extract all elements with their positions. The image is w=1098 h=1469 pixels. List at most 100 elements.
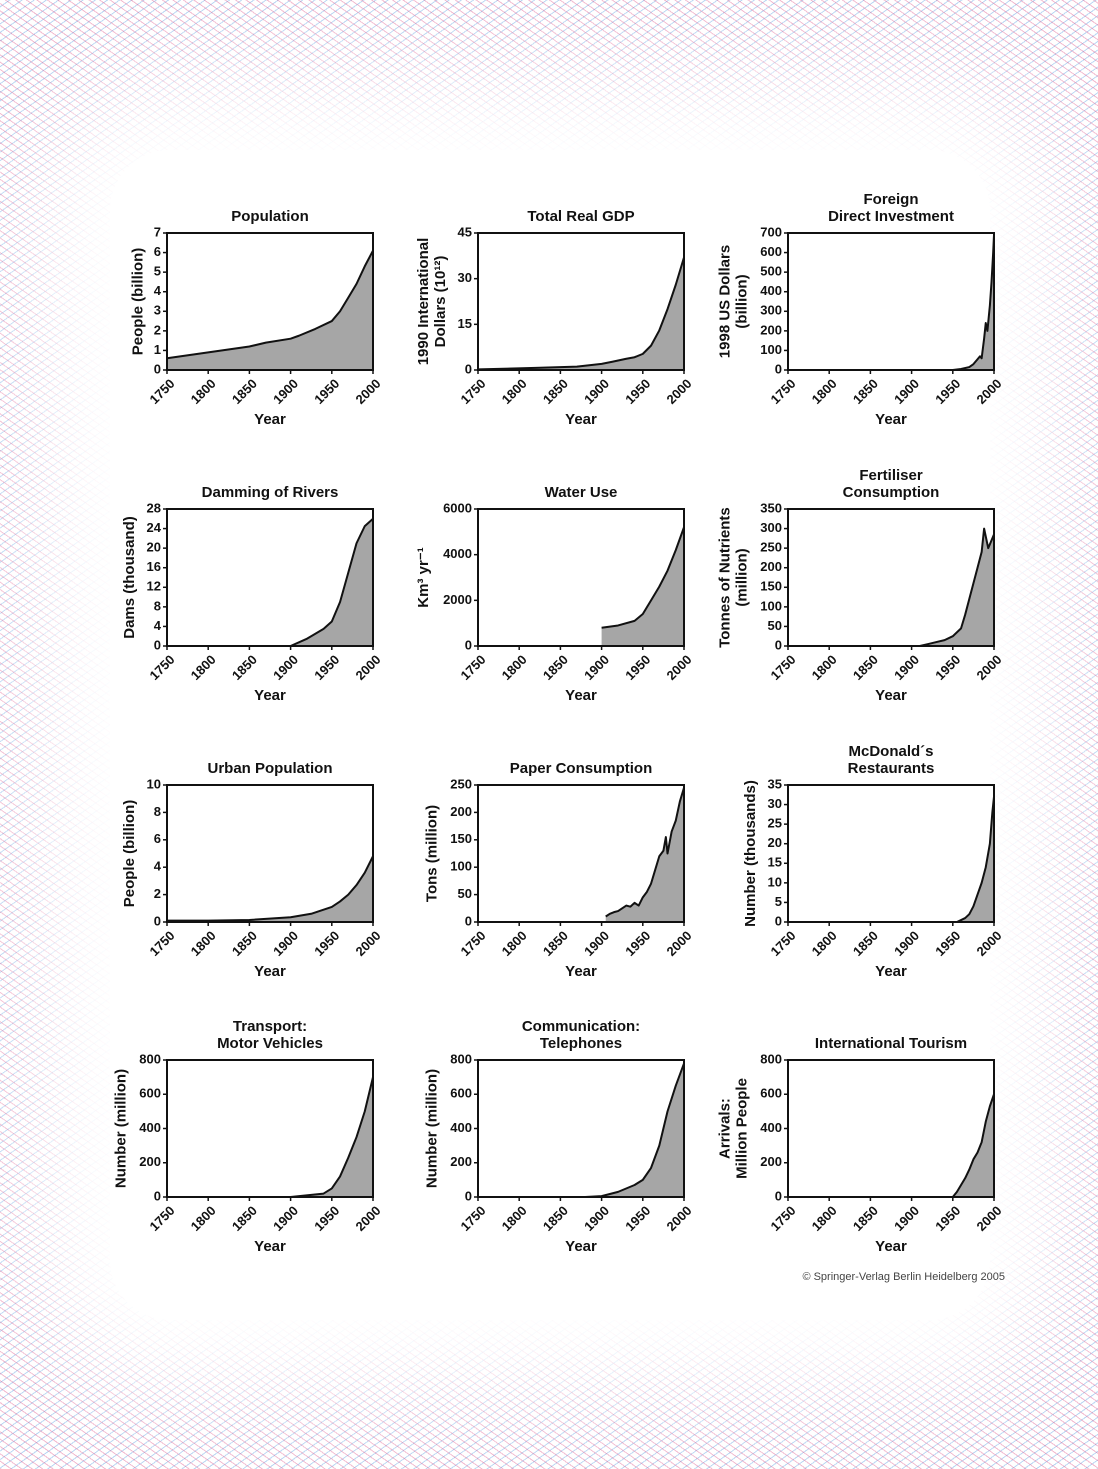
x-tick-label: 1950 xyxy=(622,652,653,683)
x-tick-label: 1800 xyxy=(499,652,530,683)
y-tick-label: 250 xyxy=(450,776,472,791)
x-tick-label: 1800 xyxy=(188,652,219,683)
x-tick-label: 1950 xyxy=(311,1203,342,1234)
y-tick-label: 4 xyxy=(154,859,162,874)
x-tick-label: 1850 xyxy=(229,1203,260,1234)
page: © Springer-Verlag Berlin Heidelberg 2005… xyxy=(0,0,1098,1469)
x-axis-label: Year xyxy=(875,687,907,704)
y-tick-label: 0 xyxy=(775,913,782,928)
y-tick-label: 200 xyxy=(760,559,782,574)
x-tick-label: 2000 xyxy=(663,652,694,683)
y-axis-label: 1990 International xyxy=(415,238,432,366)
y-tick-label: 200 xyxy=(760,322,782,337)
y-tick-label: 0 xyxy=(465,361,472,376)
x-tick-label: 1900 xyxy=(581,1203,612,1234)
y-tick-label: 6 xyxy=(154,244,161,259)
x-tick-label: 1900 xyxy=(891,1203,922,1234)
chart-title: Telephones xyxy=(540,1035,622,1052)
x-tick-label: 1850 xyxy=(540,1203,571,1234)
y-axis-label: Number (thousands) xyxy=(742,780,759,927)
y-tick-label: 350 xyxy=(760,500,782,515)
y-tick-label: 300 xyxy=(760,520,782,535)
x-tick-label: 1850 xyxy=(850,652,881,683)
y-tick-label: 20 xyxy=(768,835,782,850)
y-tick-label: 100 xyxy=(760,598,782,613)
x-tick-label: 1800 xyxy=(188,1203,219,1234)
x-tick-label: 1900 xyxy=(891,376,922,407)
x-tick-label: 1750 xyxy=(767,652,798,683)
x-axis-label: Year xyxy=(254,687,286,704)
y-tick-label: 35 xyxy=(768,776,782,791)
x-tick-label: 1750 xyxy=(146,928,177,959)
y-tick-label: 6 xyxy=(154,831,161,846)
x-tick-label: 1900 xyxy=(270,928,301,959)
y-tick-label: 800 xyxy=(450,1051,472,1066)
x-tick-label: 1750 xyxy=(767,928,798,959)
chart-title: Motor Vehicles xyxy=(217,1035,323,1052)
x-tick-label: 1750 xyxy=(457,928,488,959)
x-tick-label: 1800 xyxy=(809,928,840,959)
chart-title: Damming of Rivers xyxy=(202,484,339,501)
y-tick-label: 2000 xyxy=(443,592,472,607)
y-tick-label: 4000 xyxy=(443,546,472,561)
y-tick-label: 600 xyxy=(760,1086,782,1101)
x-tick-label: 2000 xyxy=(973,652,1004,683)
x-tick-label: 1950 xyxy=(932,376,963,407)
y-tick-label: 2 xyxy=(154,886,161,901)
x-tick-label: 1950 xyxy=(311,652,342,683)
x-axis-label: Year xyxy=(565,963,597,980)
plot-area xyxy=(788,785,994,922)
chart-title: Fertiliser xyxy=(859,467,923,484)
x-tick-label: 1900 xyxy=(581,652,612,683)
x-tick-label: 1750 xyxy=(767,1203,798,1234)
y-tick-label: 30 xyxy=(458,270,472,285)
y-axis-label: (billion) xyxy=(733,274,750,328)
x-axis-label: Year xyxy=(875,963,907,980)
chart-title: Paper Consumption xyxy=(510,760,653,777)
y-tick-label: 4 xyxy=(154,618,162,633)
x-axis-label: Year xyxy=(875,1238,907,1255)
plot-area xyxy=(788,233,994,370)
y-tick-label: 200 xyxy=(450,1154,472,1169)
x-tick-label: 1900 xyxy=(581,928,612,959)
x-tick-label: 1850 xyxy=(850,376,881,407)
x-tick-label: 2000 xyxy=(663,928,694,959)
x-tick-label: 2000 xyxy=(663,1203,694,1234)
x-tick-label: 1800 xyxy=(809,1203,840,1234)
y-tick-label: 0 xyxy=(465,1188,472,1203)
y-tick-label: 150 xyxy=(760,579,782,594)
x-tick-label: 2000 xyxy=(352,928,383,959)
y-tick-label: 1 xyxy=(154,342,161,357)
x-tick-label: 1850 xyxy=(229,928,260,959)
x-tick-label: 1850 xyxy=(850,1203,881,1234)
chart-title: Consumption xyxy=(843,484,940,501)
x-tick-label: 1850 xyxy=(850,928,881,959)
y-tick-label: 0 xyxy=(775,637,782,652)
chart-title: Foreign xyxy=(864,191,919,208)
x-tick-label: 1950 xyxy=(932,928,963,959)
x-axis-label: Year xyxy=(254,411,286,428)
x-axis-label: Year xyxy=(565,411,597,428)
y-tick-label: 4 xyxy=(154,283,162,298)
y-axis-label: Tonnes of Nutrients xyxy=(716,507,733,648)
x-tick-label: 2000 xyxy=(973,928,1004,959)
y-tick-label: 0 xyxy=(465,913,472,928)
y-axis-label: Dollars (10¹²) xyxy=(432,256,449,348)
y-tick-label: 400 xyxy=(760,1120,782,1135)
y-tick-label: 100 xyxy=(450,859,472,874)
x-tick-label: 1900 xyxy=(891,652,922,683)
x-tick-label: 1950 xyxy=(622,376,653,407)
x-tick-label: 2000 xyxy=(973,376,1004,407)
chart-title: Water Use xyxy=(545,484,618,501)
credit: © Springer-Verlag Berlin Heidelberg 2005 xyxy=(802,1271,1005,1283)
y-tick-label: 24 xyxy=(147,520,162,535)
y-tick-label: 200 xyxy=(139,1154,161,1169)
y-tick-label: 6000 xyxy=(443,500,472,515)
y-tick-label: 50 xyxy=(768,618,782,633)
x-tick-label: 1800 xyxy=(188,376,219,407)
x-tick-label: 1950 xyxy=(311,928,342,959)
y-tick-label: 600 xyxy=(450,1086,472,1101)
x-tick-label: 1850 xyxy=(229,652,260,683)
y-tick-label: 0 xyxy=(775,1188,782,1203)
x-tick-label: 1950 xyxy=(622,928,653,959)
